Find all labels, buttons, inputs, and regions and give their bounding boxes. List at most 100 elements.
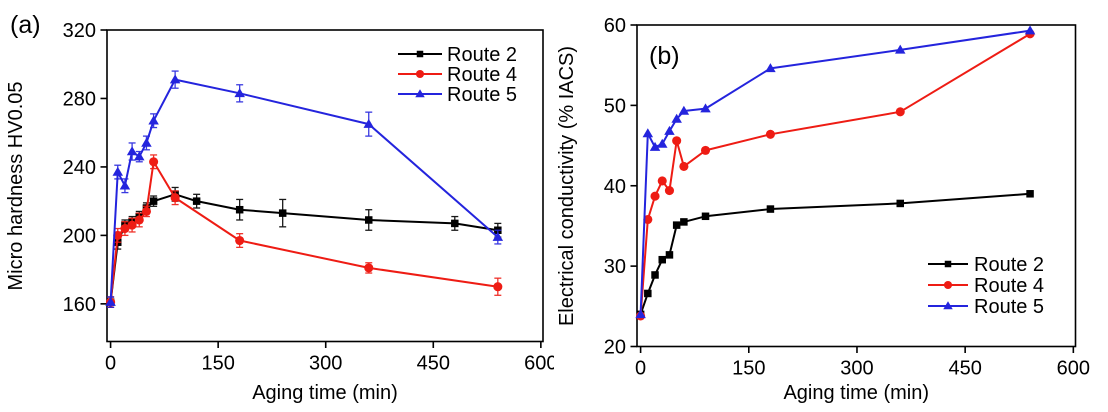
data-point-marker [1026, 190, 1034, 198]
series-route-4 [636, 29, 1035, 321]
series-route-5 [105, 70, 504, 308]
series-route-5 [635, 25, 1036, 319]
data-point-marker [765, 63, 776, 73]
data-point-marker [765, 129, 775, 139]
legend-marker [415, 89, 425, 98]
data-point-marker [492, 231, 504, 241]
data-point-marker [105, 296, 116, 306]
y-tick-label: 280 [63, 88, 96, 110]
data-point-marker [149, 197, 158, 205]
data-point-marker [657, 176, 667, 186]
data-point-marker [671, 113, 682, 123]
y-tick-label: 30 [604, 256, 626, 278]
data-point-marker [658, 255, 666, 264]
legend-marker [415, 69, 425, 79]
data-point-marker [1024, 25, 1036, 35]
y-tick-label: 60 [604, 15, 626, 37]
legend-label: Route 4 [447, 64, 517, 86]
x-tick-label: 0 [105, 353, 116, 375]
series-line [639, 32, 1031, 317]
y-tick-label: 240 [63, 157, 96, 179]
y-tick-label: 160 [63, 294, 96, 316]
data-point-marker [664, 125, 675, 135]
data-point-marker [278, 209, 287, 217]
series-line [109, 160, 498, 303]
data-point-marker [113, 230, 123, 240]
legend-label: Route 2 [974, 254, 1044, 276]
data-point-marker [700, 145, 711, 155]
data-point-marker [169, 74, 181, 84]
x-tick-label: 450 [948, 358, 981, 380]
data-point-marker [451, 219, 459, 228]
data-point-marker [665, 251, 674, 259]
electrical-conductivity-chart: 0 150 300 450 600 20 30 40 50 60 Aging time (min) E… [556, 15, 1090, 404]
data-point-marker [149, 157, 159, 167]
data-point-marker [894, 44, 906, 54]
series-route-2 [636, 190, 1034, 319]
data-point-marker [672, 136, 682, 146]
x-tick-label: 600 [1057, 358, 1090, 380]
x-tick-label: 150 [732, 358, 765, 380]
data-point-marker [649, 141, 661, 151]
series-line [639, 29, 1031, 315]
data-point-marker [134, 151, 145, 161]
data-point-marker [766, 205, 775, 213]
panel-label: (a) [10, 11, 41, 39]
x-tick-label: 0 [635, 358, 646, 380]
data-point-marker [235, 235, 245, 246]
y-axis-title: Micro hardness HV0.05 [5, 82, 27, 291]
data-point-marker [493, 282, 503, 292]
data-point-marker [635, 309, 646, 319]
data-point-marker [664, 186, 675, 196]
series-line [109, 78, 499, 303]
micro-hardness-chart-panel: 0 150 300 450 600 160 200 240 280 320 Aging time (… [5, 11, 554, 404]
data-point-marker [364, 263, 374, 273]
x-axis-title: Aging time (min) [783, 382, 929, 404]
data-point-marker [112, 166, 124, 176]
electrical-conductivity-chart-panel: 0 150 300 450 600 20 30 40 50 60 Aging time (min) E… [554, 0, 1108, 412]
series-line [639, 192, 1031, 315]
x-axis-title: Aging time (min) [252, 382, 398, 404]
data-point-marker [650, 191, 660, 201]
data-point-marker [134, 215, 144, 225]
legend-marker [943, 301, 953, 310]
x-tick-label: 450 [417, 353, 450, 375]
data-point-marker [896, 199, 904, 208]
data-point-marker [363, 118, 374, 128]
data-point-marker [141, 206, 151, 216]
data-point-marker [170, 193, 180, 203]
data-point-marker [651, 271, 659, 279]
series-route-2 [106, 186, 502, 308]
data-point-marker [127, 220, 137, 230]
data-point-marker [895, 107, 905, 117]
data-point-marker [192, 197, 201, 205]
data-point-marker [672, 221, 681, 229]
data-point-marker [148, 115, 159, 125]
y-tick-label: 50 [604, 95, 626, 117]
data-point-marker [126, 146, 138, 156]
data-point-marker [680, 218, 688, 226]
legend-label: Route 4 [974, 275, 1044, 297]
data-point-marker [644, 289, 652, 298]
micro-hardness-chart: 0 150 300 450 600 160 200 240 280 320 Aging time (… [5, 11, 554, 404]
legend-label: Route 2 [447, 44, 517, 66]
x-tick-label: 150 [201, 353, 234, 375]
data-point-marker [679, 161, 689, 172]
data-point-marker [120, 223, 130, 234]
x-tick-label: 600 [524, 353, 554, 375]
data-point-marker [642, 128, 654, 138]
legend-marker [944, 260, 952, 268]
y-tick-label: 20 [604, 337, 626, 359]
data-point-marker [700, 103, 711, 113]
data-point-marker [643, 214, 653, 225]
data-point-marker [656, 138, 668, 148]
legend-label: Route 5 [447, 84, 517, 106]
series-line [109, 193, 498, 303]
y-tick-label: 200 [63, 225, 96, 247]
data-point-marker [141, 137, 152, 147]
y-tick-label: 320 [63, 20, 96, 42]
data-point-marker [234, 88, 245, 98]
